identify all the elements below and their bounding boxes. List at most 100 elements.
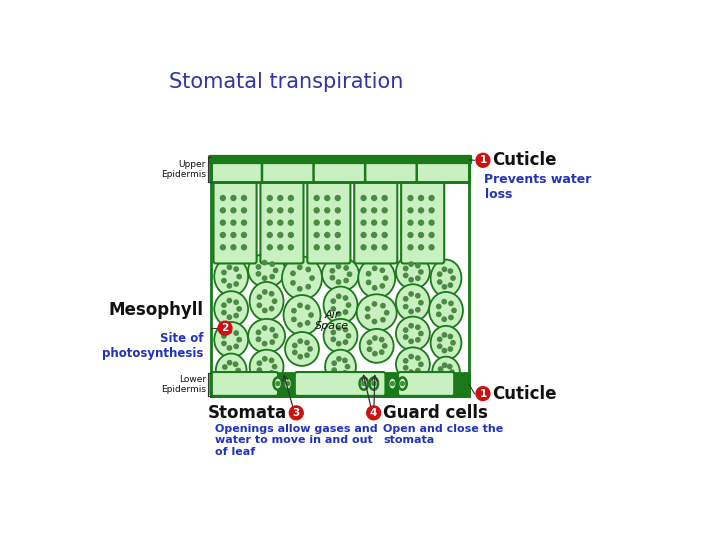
Circle shape xyxy=(403,296,408,301)
Ellipse shape xyxy=(369,377,378,390)
Circle shape xyxy=(228,284,232,288)
Circle shape xyxy=(220,208,225,213)
Ellipse shape xyxy=(360,329,394,363)
Circle shape xyxy=(379,350,384,354)
Circle shape xyxy=(237,274,241,279)
Circle shape xyxy=(292,343,297,348)
Circle shape xyxy=(237,307,241,311)
Circle shape xyxy=(332,361,336,366)
Circle shape xyxy=(278,208,283,213)
Circle shape xyxy=(331,307,336,311)
Circle shape xyxy=(234,344,238,348)
Circle shape xyxy=(343,340,348,345)
Circle shape xyxy=(347,272,351,276)
Circle shape xyxy=(237,338,241,342)
Circle shape xyxy=(449,269,453,273)
Circle shape xyxy=(449,283,453,287)
Ellipse shape xyxy=(284,295,320,335)
Circle shape xyxy=(278,233,283,238)
Circle shape xyxy=(429,195,434,200)
Circle shape xyxy=(272,299,276,303)
Circle shape xyxy=(262,326,266,330)
Circle shape xyxy=(234,300,238,305)
Circle shape xyxy=(234,282,238,286)
Circle shape xyxy=(476,153,490,167)
Circle shape xyxy=(366,314,370,319)
FancyBboxPatch shape xyxy=(211,373,469,396)
Circle shape xyxy=(372,266,377,271)
Circle shape xyxy=(228,346,232,350)
Circle shape xyxy=(418,233,423,238)
Circle shape xyxy=(384,276,388,280)
Ellipse shape xyxy=(215,257,248,296)
Ellipse shape xyxy=(431,326,462,360)
Circle shape xyxy=(419,270,423,274)
Circle shape xyxy=(218,321,232,335)
Circle shape xyxy=(379,338,384,342)
Circle shape xyxy=(336,195,341,200)
FancyBboxPatch shape xyxy=(401,180,444,264)
Ellipse shape xyxy=(323,319,357,353)
Circle shape xyxy=(336,208,341,213)
Circle shape xyxy=(372,195,377,200)
Circle shape xyxy=(403,273,408,278)
Circle shape xyxy=(409,323,413,328)
Circle shape xyxy=(346,364,350,369)
Circle shape xyxy=(409,354,413,359)
Circle shape xyxy=(233,362,238,366)
Circle shape xyxy=(267,245,272,250)
Circle shape xyxy=(314,195,319,200)
Circle shape xyxy=(382,245,387,250)
Circle shape xyxy=(330,275,335,280)
Circle shape xyxy=(263,372,267,376)
Ellipse shape xyxy=(432,356,460,387)
Circle shape xyxy=(292,317,296,321)
Circle shape xyxy=(429,208,434,213)
Circle shape xyxy=(451,276,455,280)
Circle shape xyxy=(336,326,341,330)
Circle shape xyxy=(269,292,274,296)
Circle shape xyxy=(443,377,447,381)
Circle shape xyxy=(272,364,276,369)
Circle shape xyxy=(257,295,261,299)
Ellipse shape xyxy=(274,377,282,390)
Circle shape xyxy=(267,220,272,225)
Text: Mesophyll: Mesophyll xyxy=(109,301,204,319)
Circle shape xyxy=(418,220,423,225)
Text: Cuticle: Cuticle xyxy=(492,151,557,169)
Circle shape xyxy=(234,267,238,271)
Circle shape xyxy=(436,312,441,316)
Circle shape xyxy=(325,208,330,213)
Circle shape xyxy=(366,406,381,420)
Circle shape xyxy=(305,353,309,357)
Circle shape xyxy=(409,309,413,314)
Ellipse shape xyxy=(396,284,430,321)
Circle shape xyxy=(263,357,267,361)
Circle shape xyxy=(234,331,238,335)
Circle shape xyxy=(267,208,272,213)
Circle shape xyxy=(429,233,434,238)
Circle shape xyxy=(310,276,314,280)
Circle shape xyxy=(331,337,336,341)
Circle shape xyxy=(418,245,423,250)
Text: 4: 4 xyxy=(370,408,377,418)
Circle shape xyxy=(381,318,385,322)
Circle shape xyxy=(380,284,384,288)
Ellipse shape xyxy=(216,354,246,387)
Circle shape xyxy=(346,303,351,307)
Circle shape xyxy=(442,317,446,321)
Circle shape xyxy=(263,290,267,294)
Circle shape xyxy=(286,382,289,386)
Circle shape xyxy=(222,365,227,369)
Circle shape xyxy=(343,358,347,362)
Ellipse shape xyxy=(285,332,319,366)
Circle shape xyxy=(419,301,423,305)
Circle shape xyxy=(438,373,443,377)
Ellipse shape xyxy=(359,377,368,390)
Circle shape xyxy=(380,268,384,272)
Circle shape xyxy=(331,299,336,303)
Circle shape xyxy=(269,358,274,362)
Circle shape xyxy=(289,233,293,238)
FancyBboxPatch shape xyxy=(417,161,470,183)
Circle shape xyxy=(236,368,240,373)
